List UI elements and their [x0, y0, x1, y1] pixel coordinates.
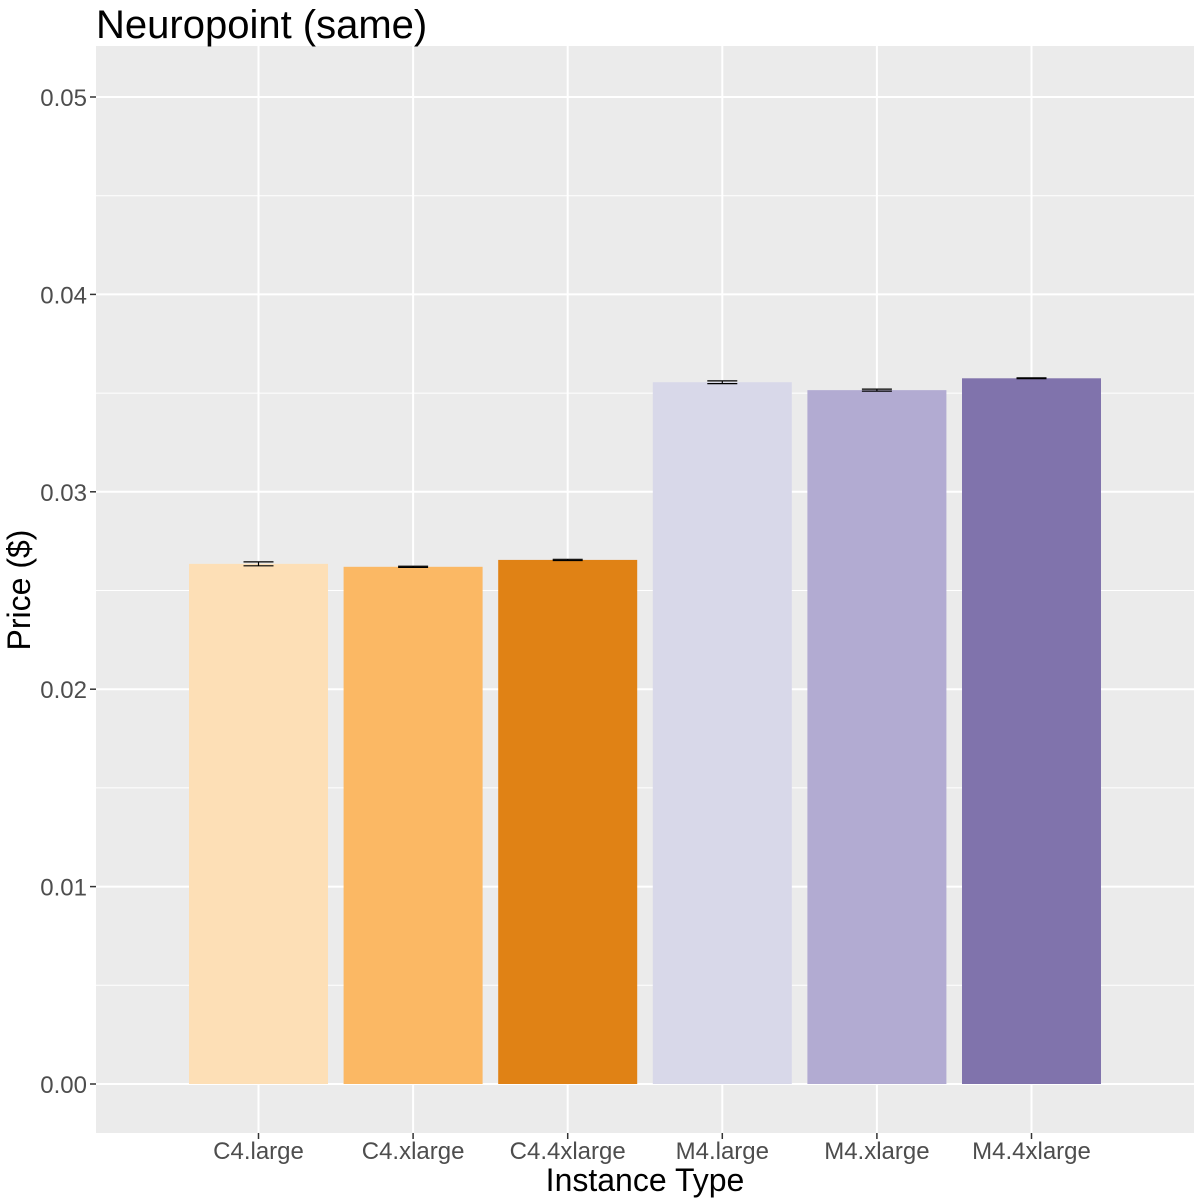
x-axis-title: Instance Type	[546, 1162, 745, 1198]
x-axis-ticks: C4.large C4.xlarge C4.4xlarge M4.large M4.xl…	[213, 1133, 1091, 1165]
bar	[189, 563, 328, 1084]
bar	[498, 559, 638, 1084]
x-tick-label: M4.xlarge	[824, 1138, 929, 1165]
bars	[189, 378, 1101, 1084]
y-tick-label: 0.01	[40, 875, 87, 902]
y-tick-label: 0.02	[40, 677, 87, 704]
y-tick-label: 0.04	[40, 282, 87, 309]
y-axis-title: Price ($)	[1, 530, 37, 651]
x-tick-label: M4.large	[676, 1138, 769, 1165]
x-tick-label: C4.xlarge	[362, 1138, 465, 1165]
bar	[962, 378, 1101, 1084]
bar	[652, 382, 792, 1084]
y-tick-label: 0.00	[40, 1072, 87, 1099]
y-tick-label: 0.05	[40, 85, 87, 112]
bar	[343, 566, 483, 1084]
x-tick-label: C4.large	[213, 1138, 304, 1165]
chart-title: Neuropoint (same)	[96, 3, 427, 47]
y-tick-label: 0.03	[40, 480, 87, 507]
error-bars	[243, 377, 1047, 569]
bar	[807, 390, 947, 1084]
y-axis-ticks: 0.00 0.01 0.02 0.03 0.04 0.05	[40, 85, 96, 1099]
x-tick-label: C4.4xlarge	[510, 1138, 626, 1165]
x-tick-label: M4.4xlarge	[972, 1138, 1091, 1165]
